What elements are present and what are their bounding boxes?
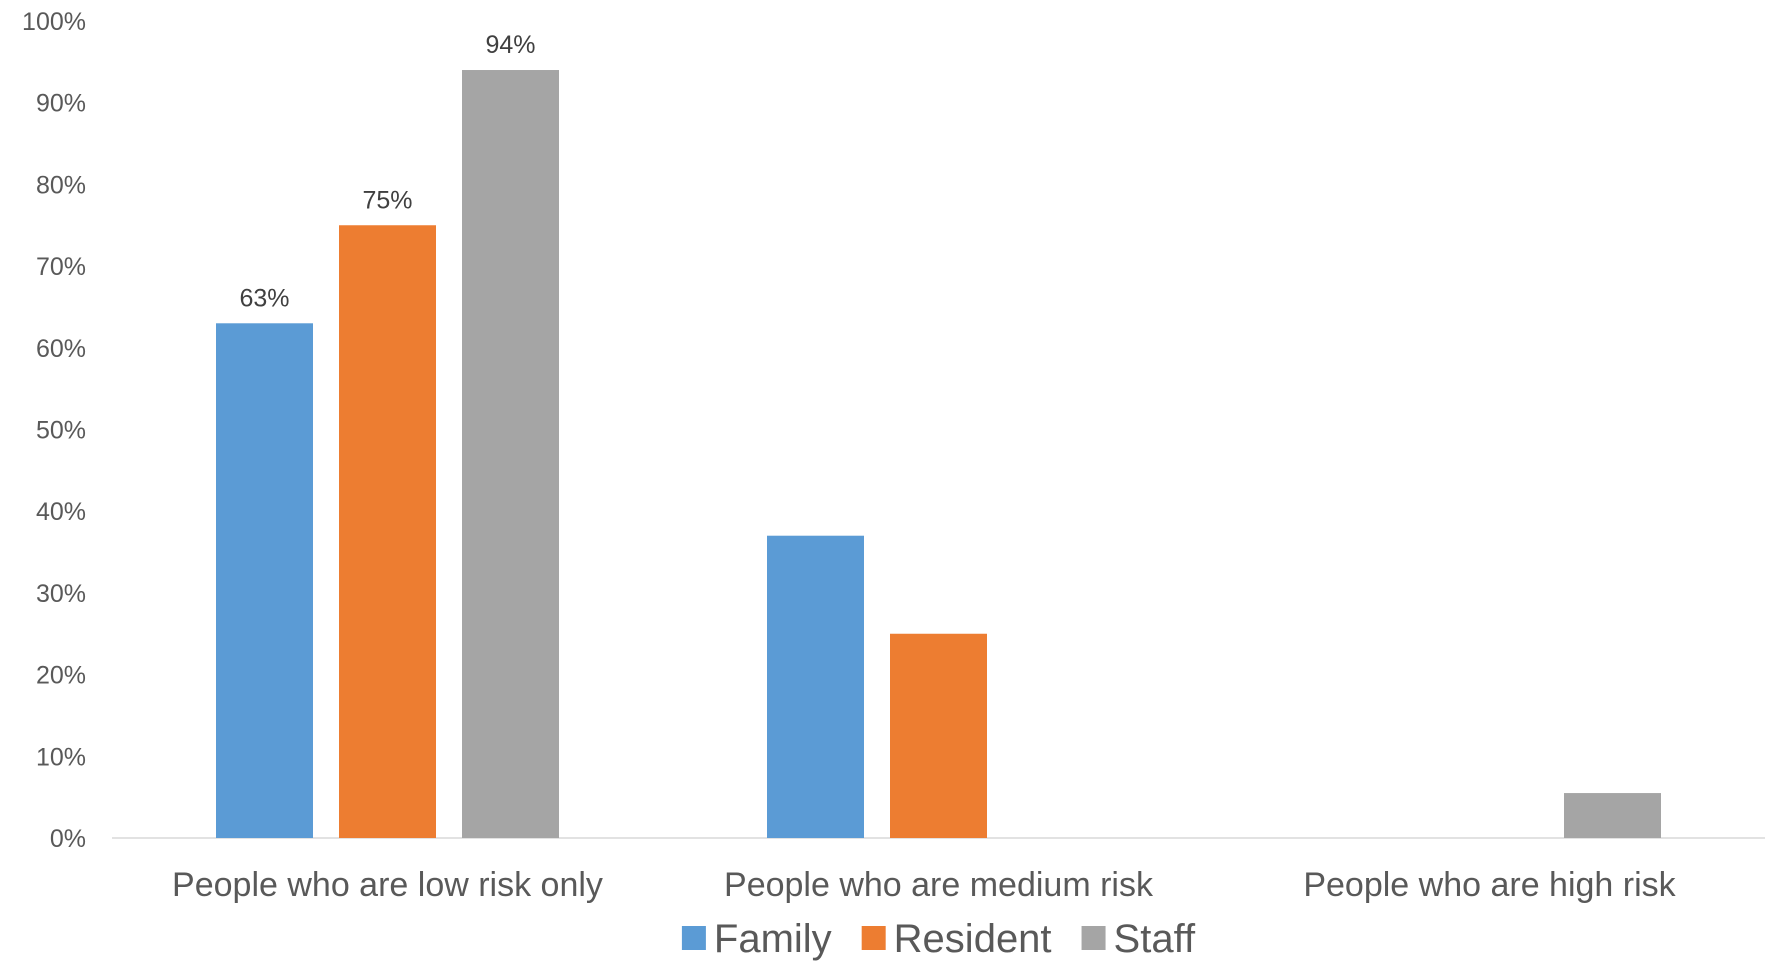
y-tick-label: 80% bbox=[36, 171, 86, 199]
data-label: 75% bbox=[362, 186, 412, 214]
legend-label-family: Family bbox=[714, 917, 832, 961]
y-tick-label: 40% bbox=[36, 498, 86, 526]
x-category-label: People who are high risk bbox=[1303, 866, 1676, 904]
legend-swatch-family bbox=[681, 926, 706, 950]
legend-label-resident: Resident bbox=[894, 917, 1052, 961]
bar-family bbox=[216, 323, 313, 838]
y-tick-label: 10% bbox=[36, 743, 86, 771]
y-tick-label: 60% bbox=[36, 335, 86, 363]
y-tick-label: 100% bbox=[22, 8, 86, 36]
bar-resident bbox=[339, 225, 436, 838]
bar-resident bbox=[890, 633, 987, 838]
x-axis-categories: People who are low risk only People who a… bbox=[172, 866, 1677, 904]
legend-label-staff: Staff bbox=[1114, 917, 1196, 961]
bar-family bbox=[767, 535, 864, 838]
data-label: 63% bbox=[239, 284, 289, 312]
legend: Family Resident Staff bbox=[681, 917, 1196, 961]
legend-swatch-resident bbox=[861, 926, 886, 950]
x-category-label: People who are medium risk bbox=[724, 866, 1154, 904]
y-tick-label: 70% bbox=[36, 253, 86, 281]
bars bbox=[216, 70, 1661, 838]
y-tick-label: 0% bbox=[50, 825, 86, 853]
y-tick-label: 50% bbox=[36, 417, 86, 445]
y-axis: 0% 10% 20% 30% 40% 50% 60% 70% 80% 90% 100% bbox=[22, 8, 86, 853]
y-tick-label: 30% bbox=[36, 580, 86, 608]
bar-staff bbox=[1564, 793, 1661, 838]
x-category-label: People who are low risk only bbox=[172, 866, 603, 904]
legend-swatch-staff bbox=[1081, 926, 1106, 950]
data-label: 94% bbox=[485, 31, 535, 59]
data-labels: 63% 75% 94% bbox=[239, 31, 535, 312]
y-tick-label: 90% bbox=[36, 90, 86, 118]
y-tick-label: 20% bbox=[36, 662, 86, 690]
bar-staff bbox=[462, 70, 559, 838]
